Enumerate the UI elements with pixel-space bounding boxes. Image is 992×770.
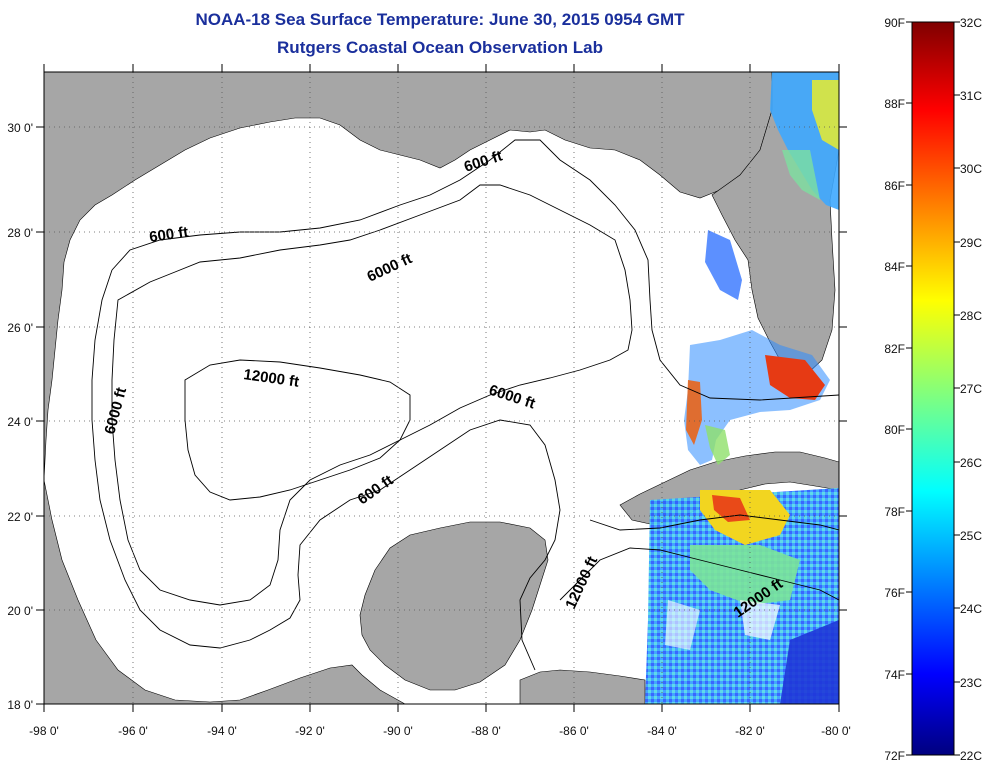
- lat-label: 28 0': [7, 226, 33, 240]
- lat-label: 26 0': [7, 321, 33, 335]
- f-label: 88F: [884, 97, 905, 111]
- c-label: 28C: [960, 309, 982, 323]
- f-label: 76F: [884, 586, 905, 600]
- colorbar-c-labels: 32C 31C 30C 29C 28C 27C 26C 25C 24C 23C …: [960, 16, 982, 763]
- lat-label: 18 0': [7, 698, 33, 712]
- lon-label: -82 0': [735, 724, 765, 738]
- c-label: 32C: [960, 16, 982, 30]
- contour-label-600ft-north: 600 ft: [148, 224, 189, 246]
- land-yucatan: [359, 521, 549, 691]
- lat-label: 20 0': [7, 604, 33, 618]
- lon-label: -94 0': [207, 724, 237, 738]
- graticule: [44, 72, 839, 704]
- frame-ticks: [36, 64, 847, 712]
- lat-label: 30 0': [7, 121, 33, 135]
- lon-label: -92 0': [295, 724, 325, 738]
- c-label: 31C: [960, 89, 982, 103]
- colorbar-gradient: [911, 21, 955, 756]
- c-label: 30C: [960, 162, 982, 176]
- contour-6000ft-east: [559, 547, 839, 601]
- colorbar-f-labels: 90F 88F 86F 84F 82F 80F 78F 76F 74F 72F: [884, 16, 905, 763]
- f-label: 80F: [884, 423, 905, 437]
- land-us-coast: [44, 72, 773, 481]
- f-label: 84F: [884, 260, 905, 274]
- contour-600ft: [111, 139, 839, 401]
- lat-tick-labels: 18 0' 20 0' 22 0' 24 0' 26 0' 28 0' 30 0…: [7, 121, 33, 712]
- colorbar-ticks: [906, 21, 960, 756]
- lat-label: 22 0': [7, 510, 33, 524]
- map-area: 600 ft 6000 ft 12000 ft 600 ft 6000 ft 6…: [44, 72, 839, 704]
- land-honduras: [519, 669, 646, 704]
- f-label: 86F: [884, 179, 905, 193]
- lon-label: -90 0': [383, 724, 413, 738]
- lon-label: -96 0': [118, 724, 148, 738]
- c-label: 25C: [960, 529, 982, 543]
- lon-label: -80 0': [821, 724, 851, 738]
- f-label: 74F: [884, 668, 905, 682]
- c-label: 22C: [960, 749, 982, 763]
- c-label: 27C: [960, 382, 982, 396]
- map-frame: [43, 71, 840, 705]
- warm-anomaly: [765, 355, 825, 400]
- lon-label: -98 0': [29, 724, 59, 738]
- f-label: 82F: [884, 342, 905, 356]
- contour-12000ft: [184, 359, 411, 501]
- c-label: 29C: [960, 236, 982, 250]
- colorbar: 90F 88F 86F 84F 82F 80F 78F 76F 74F 72F …: [884, 16, 982, 763]
- contour-12000ft-east: [589, 514, 839, 531]
- lon-label: -84 0': [647, 724, 677, 738]
- c-label: 23C: [960, 676, 982, 690]
- map-title: NOAA-18 Sea Surface Temperature: June 30…: [195, 10, 685, 29]
- f-label: 78F: [884, 505, 905, 519]
- c-label: 26C: [960, 456, 982, 470]
- lon-tick-labels: -98 0' -96 0' -94 0' -92 0' -90 0' -88 0…: [29, 724, 851, 738]
- c-label: 24C: [960, 602, 982, 616]
- land-mexico-south: [44, 479, 406, 704]
- contour-600ft-west: [91, 269, 561, 671]
- map-subtitle: Rutgers Coastal Ocean Observation Lab: [277, 38, 603, 57]
- lat-label: 24 0': [7, 415, 33, 429]
- lon-label: -86 0': [559, 724, 589, 738]
- lon-label: -88 0': [471, 724, 501, 738]
- f-label: 90F: [884, 16, 905, 30]
- f-label: 72F: [884, 749, 905, 763]
